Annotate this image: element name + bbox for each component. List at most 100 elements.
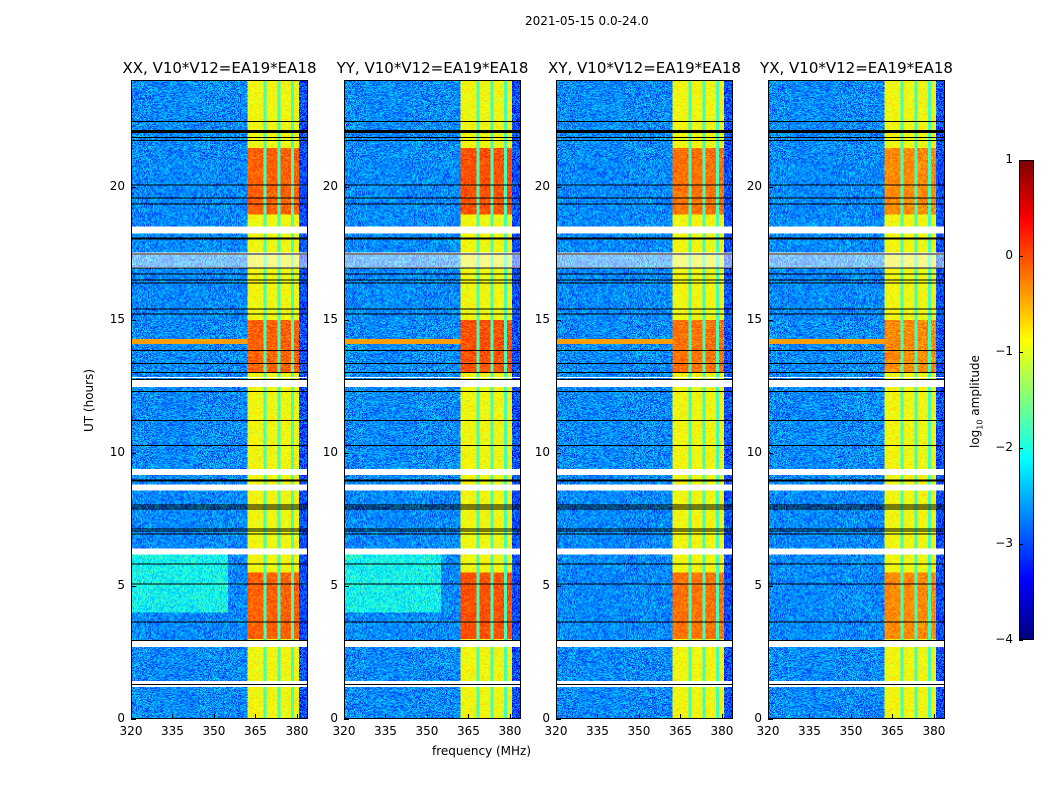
heatmap-panel — [768, 80, 945, 719]
x-tick — [172, 714, 174, 719]
heatmap-panel — [131, 80, 308, 719]
y-tick-label: 10 — [322, 444, 338, 459]
y-tick-label: 0 — [754, 711, 762, 725]
y-tick-label: 5 — [754, 577, 762, 592]
y-tick-label: 15 — [746, 311, 762, 326]
colorbar-tick — [1019, 160, 1023, 161]
x-tick-label: 365 — [457, 724, 480, 738]
y-tick — [131, 452, 136, 454]
x-tick-label: 320 — [119, 724, 143, 738]
y-tick — [131, 585, 136, 587]
x-tick-label: 335 — [586, 724, 609, 738]
y-tick-label: 5 — [542, 577, 550, 592]
y-tick-label: 15 — [109, 311, 125, 326]
heatmap-image — [345, 81, 520, 718]
y-tick — [131, 319, 136, 321]
y-tick-label: 0 — [117, 711, 125, 725]
x-tick — [721, 714, 723, 719]
y-tick-label: 0 — [542, 711, 550, 725]
x-tick — [213, 714, 215, 719]
y-tick — [768, 452, 773, 454]
y-tick-label: 10 — [746, 444, 762, 459]
heatmap-panel — [556, 80, 733, 719]
y-tick — [556, 452, 561, 454]
colorbar-tick-label: −1 — [995, 344, 1013, 358]
x-axis-label: frequency (MHz) — [432, 744, 532, 758]
y-tick-label: 5 — [117, 577, 125, 592]
x-tick-label: 350 — [627, 724, 651, 738]
x-tick — [850, 714, 852, 719]
colorbar-tick-label: 0 — [1005, 248, 1013, 262]
y-tick — [131, 719, 136, 720]
x-tick — [892, 714, 894, 719]
x-tick — [680, 714, 682, 719]
y-tick — [768, 585, 773, 587]
y-tick — [344, 585, 349, 587]
colorbar-tick-label: 1 — [1005, 152, 1013, 166]
y-tick — [344, 186, 349, 188]
x-tick-label: 365 — [669, 724, 692, 738]
y-tick — [768, 186, 773, 188]
colorbar-tick — [1019, 448, 1023, 449]
colorbar — [1019, 160, 1034, 640]
y-tick — [344, 719, 349, 720]
y-tick — [556, 719, 561, 720]
colorbar-tick-label: −2 — [995, 440, 1013, 454]
x-tick-label: 365 — [881, 724, 904, 738]
y-tick-label: 5 — [330, 577, 338, 592]
colorbar-tick — [1019, 544, 1023, 545]
y-tick-label: 10 — [109, 444, 125, 459]
x-tick-label: 365 — [244, 724, 267, 738]
colorbar-tick-label: −4 — [995, 632, 1013, 646]
panel-title: YX, V10*V12=EA19*EA18 — [760, 59, 953, 77]
heatmap-image — [132, 81, 307, 718]
x-tick-label: 320 — [544, 724, 568, 738]
x-tick — [809, 714, 811, 719]
x-tick — [131, 714, 132, 719]
x-tick — [255, 714, 257, 719]
y-tick-label: 10 — [534, 444, 550, 459]
y-tick — [344, 319, 349, 321]
x-tick-label: 350 — [415, 724, 439, 738]
y-tick — [768, 319, 773, 321]
x-tick-label: 335 — [161, 724, 184, 738]
panel-title: YY, V10*V12=EA19*EA18 — [336, 59, 529, 77]
x-tick-label: 380 — [710, 724, 734, 738]
x-tick — [768, 714, 769, 719]
y-axis-label: UT (hours) — [82, 368, 96, 432]
x-tick-label: 350 — [839, 724, 863, 738]
x-tick — [597, 714, 599, 719]
x-tick — [933, 714, 935, 719]
y-tick-label: 20 — [109, 178, 125, 193]
x-tick-label: 380 — [498, 724, 522, 738]
x-tick — [426, 714, 428, 719]
y-tick — [131, 186, 136, 188]
y-tick-label: 0 — [330, 711, 338, 725]
x-tick — [509, 714, 511, 719]
colorbar-tick — [1019, 352, 1023, 353]
x-tick-label: 320 — [332, 724, 356, 738]
y-tick — [556, 585, 561, 587]
x-tick — [344, 714, 345, 719]
y-tick-label: 20 — [534, 178, 550, 193]
y-tick-label: 15 — [534, 311, 550, 326]
x-tick — [468, 714, 470, 719]
y-tick — [344, 452, 349, 454]
panel-title: XY, V10*V12=EA19*EA18 — [548, 59, 741, 77]
x-tick-label: 320 — [756, 724, 780, 738]
x-tick-label: 380 — [922, 724, 946, 738]
heatmap-image — [557, 81, 732, 718]
colorbar-label: log10 amplitude — [968, 355, 985, 448]
x-tick-label: 335 — [798, 724, 821, 738]
panel-title: XX, V10*V12=EA19*EA18 — [122, 59, 317, 77]
x-tick — [296, 714, 298, 719]
x-tick — [638, 714, 640, 719]
colorbar-tick-label: −3 — [995, 536, 1013, 550]
colorbar-tick — [1019, 256, 1023, 257]
x-tick-label: 350 — [202, 724, 226, 738]
y-tick — [556, 319, 561, 321]
y-tick — [768, 719, 773, 720]
heatmap-panel — [344, 80, 521, 719]
heatmap-image — [769, 81, 944, 718]
